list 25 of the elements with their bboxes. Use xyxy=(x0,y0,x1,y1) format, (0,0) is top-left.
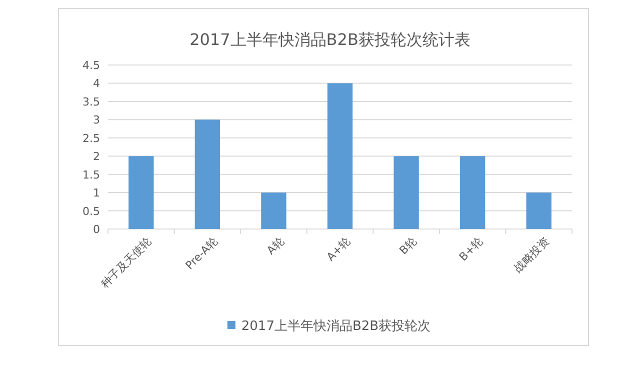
y-tick-label: 4.5 xyxy=(82,59,100,72)
y-tick-label: 2 xyxy=(93,150,100,164)
legend-label: 2017上半年快消品B2B获投轮次 xyxy=(241,319,431,334)
y-tick-label: 0.5 xyxy=(82,204,100,218)
x-tick-label: A+轮 xyxy=(324,234,353,264)
x-tick-label: B+轮 xyxy=(456,234,486,264)
bar xyxy=(526,192,552,229)
bar xyxy=(261,192,286,229)
bar xyxy=(394,156,419,229)
bar xyxy=(194,120,220,229)
bar xyxy=(327,83,353,229)
y-tick-label: 1.5 xyxy=(82,168,100,182)
y-tick-label: 0 xyxy=(93,223,100,236)
x-tick-label: A轮 xyxy=(264,234,287,258)
x-tick-label: B轮 xyxy=(396,234,420,258)
bar xyxy=(128,156,154,229)
y-tick-label: 2.5 xyxy=(82,132,100,145)
x-tick-label: 种子及天使轮 xyxy=(98,234,154,291)
y-tick-label: 4 xyxy=(93,77,100,90)
bar xyxy=(460,156,486,229)
y-tick-label: 3.5 xyxy=(82,95,100,108)
y-tick-label: 1 xyxy=(93,186,100,200)
x-tick-label: 战略投资 xyxy=(512,234,552,276)
y-tick-label: 3 xyxy=(93,114,100,127)
chart-title: 2017上半年快消品B2B获投轮次统计表 xyxy=(190,30,470,49)
